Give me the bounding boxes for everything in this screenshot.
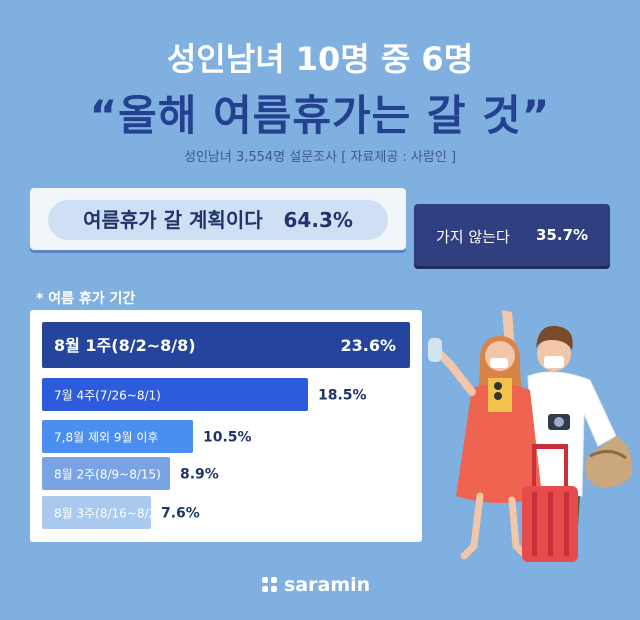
plan-label: 여름휴가 갈 계획이다 <box>83 208 263 232</box>
vacation-period-bar-chart: 8월 1주(8/2~8/8) 23.6% 7월 4주(7/26~8/1) 18.5% 7… <box>42 322 410 529</box>
noplan-summary-card: 가지 않는다 35.7% <box>414 204 610 266</box>
bar-2 <box>42 420 193 453</box>
headline-line1: 성인남녀 10명 중 6명 <box>166 40 474 78</box>
noplan-value: 35.7% <box>536 226 589 244</box>
bar-value-0: 23.6% <box>340 336 396 355</box>
plan-value: 64.3% <box>283 208 353 232</box>
bar-label-0: 8월 1주(8/2~8/8) <box>54 336 196 355</box>
bar-3 <box>42 457 170 490</box>
bar-value-3: 8.9% <box>180 467 219 483</box>
bar-label-3: 8월 2주(8/9~8/15) <box>54 468 161 482</box>
bar-1 <box>42 378 308 411</box>
bar-label-2: 7,8월 제외 9월 이후 <box>54 431 158 445</box>
bar-label-4: 8월 3주(8/16~8/22) <box>54 507 168 521</box>
saramin-logo-text: saramin <box>284 574 371 596</box>
survey-source: 성인남녀 3,554명 설문조사 [ 자료제공 : 사람인 ] <box>183 150 457 165</box>
bar-label-1: 7월 4주(7/26~8/1) <box>54 389 161 403</box>
plan-summary-pill <box>48 200 388 240</box>
noplan-label: 가지 않는다 <box>436 228 510 246</box>
bar-value-1: 18.5% <box>318 388 367 404</box>
headline-line2: “올해 여름휴가는 갈 것” <box>89 91 551 140</box>
travel-couple-illustration <box>428 310 633 562</box>
bar-value-4: 7.6% <box>161 506 200 522</box>
bar-0 <box>42 322 410 368</box>
saramin-logo-icon <box>262 577 278 593</box>
bar-4 <box>42 496 151 529</box>
plan-summary-text: 여름휴가 갈 계획이다 64.3% <box>48 200 388 240</box>
chart-section-label: * 여름 휴가 기간 <box>36 291 136 307</box>
bar-value-2: 10.5% <box>203 430 252 446</box>
